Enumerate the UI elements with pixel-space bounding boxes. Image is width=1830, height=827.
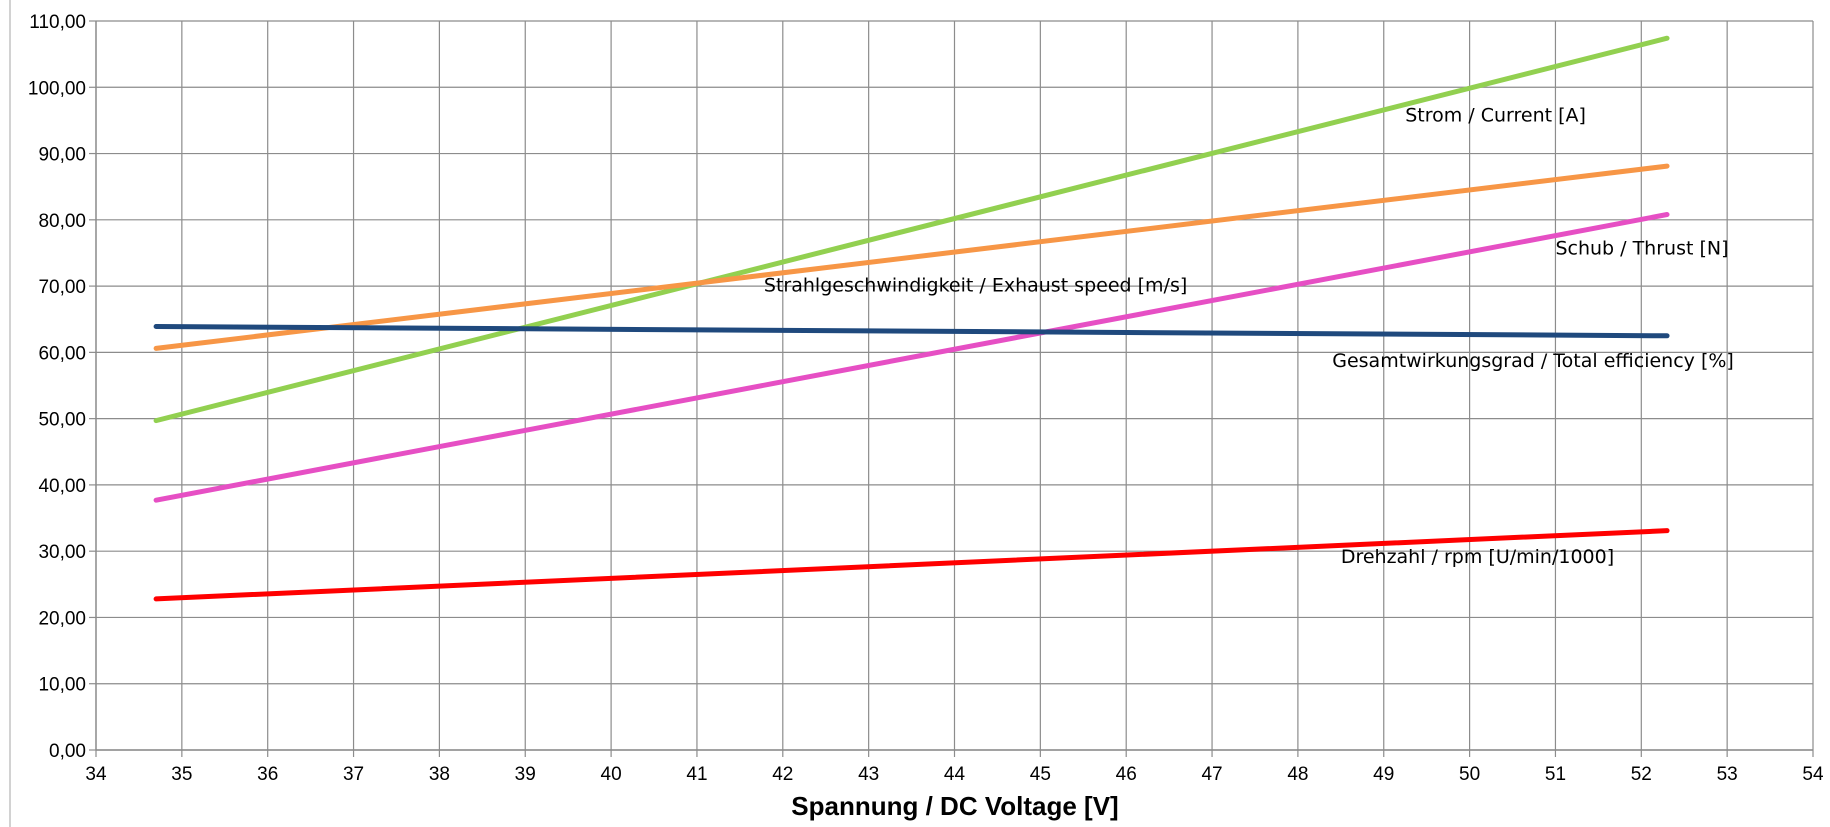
series-line [153,163,1670,351]
y-tick-label: 60,00 [38,343,86,364]
x-tick-label: 37 [343,764,364,785]
x-tick-label: 35 [171,764,192,785]
series-label: Strom / Current [A] [1405,105,1586,127]
x-tick-label: 41 [686,764,707,785]
x-tick-label: 40 [601,764,622,785]
axes: 34 35 36 37 38 39 40 41 42 43 44 45 46 47 48 49 50 51 52 53… [9,0,1824,827]
y-tick-label: 40,00 [38,476,86,497]
series-labels: Strom / Current [A] Strahlgeschwindigkeit… [764,105,1734,568]
x-tick-label: 49 [1373,764,1394,785]
x-tick-label: 48 [1287,764,1308,785]
x-tick-label: 38 [429,764,450,785]
series-label: Schub / Thrust [N] [1555,237,1728,259]
x-tick-label: 53 [1717,764,1738,785]
series-line [153,212,1670,503]
y-tick-label: 80,00 [38,211,86,232]
y-tick-label: 110,00 [29,12,86,33]
x-tick-label: 46 [1116,764,1137,785]
x-tick-label: 39 [515,764,536,785]
series-label: Drehzahl / rpm [U/min/1000] [1341,546,1614,568]
y-tick-label: 20,00 [38,608,86,629]
series-label: Strahlgeschwindigkeit / Exhaust speed [m… [764,274,1187,296]
series-lines [153,35,1670,602]
x-tick-label: 34 [85,764,107,785]
x-tick-label: 52 [1631,764,1652,785]
series-label: Gesamtwirkungsgrad / Total efficiency [%… [1332,350,1734,372]
x-tick-label: 54 [1802,764,1824,785]
series-line [153,528,1670,602]
series-line [153,35,1670,424]
x-tick-label: 47 [1201,764,1222,785]
x-tick-label: 44 [944,764,966,785]
x-tick-label: 50 [1459,764,1480,785]
series-line [153,324,1670,339]
x-axis-title: Spannung / DC Voltage [V] [791,791,1118,821]
y-tick-label: 50,00 [38,410,86,431]
y-tick-label: 10,00 [38,675,86,696]
x-tick-label: 43 [858,764,879,785]
y-tick-label: 30,00 [38,542,86,563]
x-tick-label: 51 [1545,764,1566,785]
x-tick-label: 45 [1030,764,1051,785]
x-tick-label: 36 [257,764,278,785]
y-tick-label: 0,00 [49,741,86,762]
y-tick-label: 100,00 [28,78,86,99]
grid [95,20,1814,751]
y-tick-label: 70,00 [38,277,86,298]
y-tick-label: 90,00 [38,145,86,166]
x-tick-label: 42 [772,764,793,785]
